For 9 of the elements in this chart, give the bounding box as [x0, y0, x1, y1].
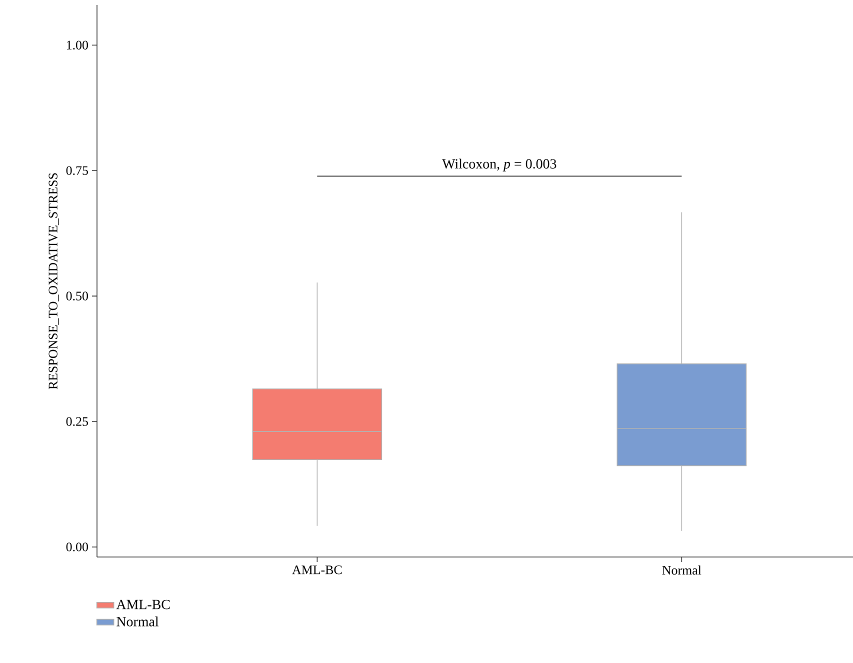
y-tick-label: 0.25 — [66, 417, 88, 426]
y-tick-label: 0.75 — [66, 166, 88, 175]
y-axis-title: RESPONSE_TO_OXIDATIVE_STRESS — [48, 173, 59, 390]
y-tick-label: 0.50 — [66, 292, 88, 300]
legend-label: AML-BC — [116, 600, 170, 610]
legend-label: Normal — [116, 616, 159, 626]
y-tick-label: 1.00 — [66, 40, 88, 50]
y-tick-label: 0.00 — [66, 542, 88, 552]
annotation: Wilcoxon, p = 0.003 — [442, 158, 556, 172]
